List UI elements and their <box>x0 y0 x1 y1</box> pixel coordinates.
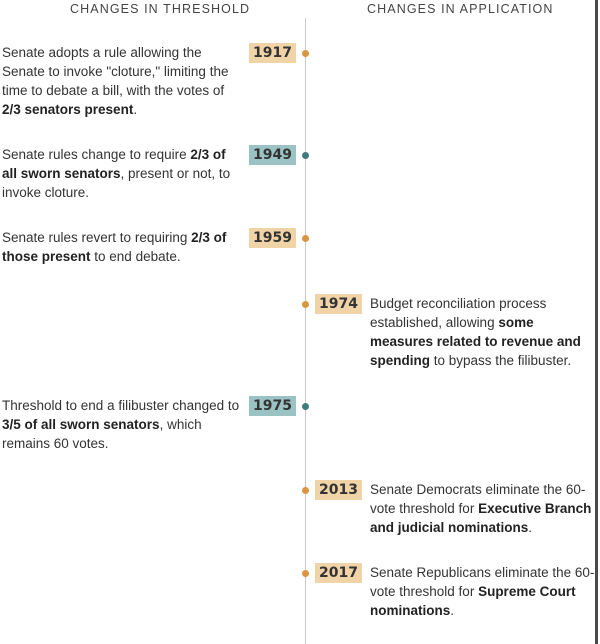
year-badge-2017: 2017 <box>315 563 362 583</box>
year-badge-2013: 2013 <box>315 480 362 500</box>
year-badge-1949: 1949 <box>249 145 296 165</box>
event-description-1959: Senate rules revert to requiring 2/3 of … <box>2 228 242 266</box>
application-column-header: CHANGES IN APPLICATION <box>367 2 554 16</box>
timeline-dot-2013 <box>302 487 309 494</box>
description-text: , present or not, to invoke cloture. <box>2 166 231 200</box>
timeline-dot-1975 <box>302 403 309 410</box>
timeline-dot-2017 <box>302 570 309 577</box>
timeline-axis <box>305 18 306 644</box>
event-description-1975: Threshold to end a filibuster changed to… <box>2 396 242 453</box>
description-text: to end debate. <box>90 249 181 264</box>
event-description-1949: Senate rules change to require 2/3 of al… <box>2 145 242 202</box>
description-text: Senate Republicans eliminate the 60-vote… <box>370 565 595 599</box>
emphasis-text: 3/5 of all sworn senators <box>2 417 160 432</box>
description-text: . <box>133 102 138 117</box>
timeline-dot-1917 <box>302 50 309 57</box>
timeline-dot-1959 <box>302 235 309 242</box>
description-text: . <box>450 603 455 618</box>
page-edge-rule <box>595 0 598 644</box>
description-text: Senate rules revert to requiring <box>2 230 192 245</box>
description-text: Threshold to end a filibuster changed to <box>2 398 240 413</box>
timeline-dot-1974 <box>302 301 309 308</box>
description-text: Budget reconciliation process establishe… <box>370 296 547 330</box>
description-text: to bypass the filibuster. <box>430 353 572 368</box>
description-text: Senate adopts a rule allowing the Senate… <box>2 45 229 98</box>
emphasis-text: 2/3 of all sworn senators <box>2 147 226 181</box>
emphasis-text: 2/3 of those present <box>2 230 227 264</box>
year-badge-1917: 1917 <box>249 43 296 63</box>
event-description-2017: Senate Republicans eliminate the 60-vote… <box>370 563 596 620</box>
event-description-2013: Senate Democrats eliminate the 60-vote t… <box>370 480 596 537</box>
timeline-dot-1949 <box>302 152 309 159</box>
threshold-column-header: CHANGES IN THRESHOLD <box>70 2 251 16</box>
emphasis-text: Executive Branch and judicial nomination… <box>370 501 592 535</box>
event-description-1974: Budget reconciliation process establishe… <box>370 294 596 370</box>
year-badge-1975: 1975 <box>249 396 296 416</box>
event-description-1917: Senate adopts a rule allowing the Senate… <box>2 43 242 119</box>
description-text: . <box>528 520 533 535</box>
emphasis-text: 2/3 senators present <box>2 102 134 117</box>
year-badge-1974: 1974 <box>315 294 362 314</box>
emphasis-text: some measures related to revenue and spe… <box>370 315 581 368</box>
description-text: , which remains 60 votes. <box>2 417 202 451</box>
emphasis-text: Supreme Court nominations <box>370 584 576 618</box>
year-badge-1959: 1959 <box>249 228 296 248</box>
description-text: Senate rules change to require <box>2 147 191 162</box>
description-text: Senate Democrats eliminate the 60-vote t… <box>370 482 586 516</box>
